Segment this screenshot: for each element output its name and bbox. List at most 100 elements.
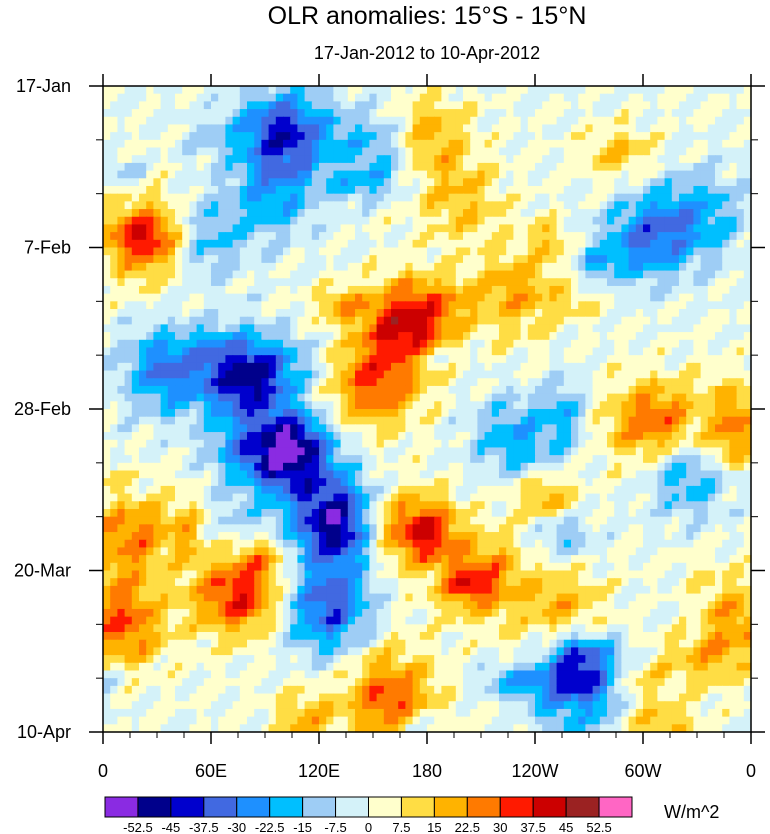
heatmap-cell <box>470 493 478 502</box>
heatmap-cell <box>650 332 658 341</box>
heatmap-cell <box>463 470 471 479</box>
heatmap-cell <box>340 185 349 195</box>
heatmap-cell <box>599 239 608 249</box>
heatmap-cell <box>635 347 644 356</box>
heatmap-cell <box>527 355 536 364</box>
heatmap-cell <box>124 86 133 95</box>
heatmap-cell <box>117 247 126 256</box>
heatmap-cell <box>110 316 118 325</box>
heatmap-cell <box>657 255 666 264</box>
heatmap-cell <box>506 309 514 318</box>
heatmap-cell <box>455 493 464 502</box>
heatmap-cell <box>391 232 399 241</box>
heatmap-cell <box>362 455 370 464</box>
heatmap-cell <box>311 424 320 433</box>
heatmap-cell <box>722 309 730 318</box>
heatmap-cell <box>427 255 435 264</box>
heatmap-cell <box>635 455 644 464</box>
heatmap-cell <box>585 101 594 110</box>
heatmap-cell <box>398 185 406 195</box>
heatmap-cell <box>347 409 356 418</box>
heatmap-cell <box>448 178 457 187</box>
heatmap-cell <box>311 216 320 226</box>
heatmap-cell <box>679 132 687 141</box>
heatmap-cell <box>549 401 558 410</box>
heatmap-cell <box>635 409 644 418</box>
heatmap-cell <box>707 201 716 210</box>
heatmap-cell <box>736 462 745 472</box>
heatmap-cell <box>247 332 255 341</box>
heatmap-cell <box>556 93 565 102</box>
heatmap-cell <box>153 347 162 356</box>
heatmap-cell <box>203 501 212 510</box>
heatmap-cell <box>355 347 363 356</box>
heatmap-cell <box>455 501 464 510</box>
heatmap-cell <box>484 470 493 479</box>
heatmap-cell <box>218 262 226 272</box>
heatmap-cell <box>455 362 464 372</box>
heatmap-cell <box>124 239 133 249</box>
heatmap-cell <box>362 270 370 279</box>
heatmap-cell <box>203 185 212 195</box>
heatmap-cell <box>693 155 702 164</box>
heatmap-cell <box>585 86 594 95</box>
heatmap-cell <box>700 109 709 118</box>
heatmap-cell <box>643 485 651 495</box>
heatmap-cell <box>319 332 327 341</box>
heatmap-cell <box>736 139 745 149</box>
heatmap-cell <box>196 109 205 118</box>
heatmap-cell <box>247 439 255 449</box>
heatmap-cell <box>131 478 140 487</box>
heatmap-cell <box>239 201 248 210</box>
heatmap-cell <box>239 86 248 95</box>
heatmap-cell <box>369 347 378 356</box>
heatmap-cell <box>311 501 320 510</box>
heatmap-cell <box>160 416 169 425</box>
heatmap-cell <box>556 262 565 272</box>
heatmap-cell <box>427 508 435 518</box>
heatmap-cell <box>153 439 162 449</box>
heatmap-cell <box>520 209 529 218</box>
heatmap-cell <box>621 439 630 449</box>
heatmap-cell <box>326 109 334 118</box>
heatmap-cell <box>686 255 694 264</box>
heatmap-cell <box>491 301 500 310</box>
heatmap-cell <box>448 101 457 110</box>
heatmap-cell <box>398 124 406 133</box>
heatmap-cell <box>319 132 327 141</box>
heatmap-cell <box>110 462 118 472</box>
heatmap-cell <box>405 416 414 425</box>
heatmap-cell <box>398 447 406 456</box>
heatmap-cell <box>693 493 702 502</box>
heatmap-cell <box>391 485 399 495</box>
heatmap-cell <box>232 216 241 226</box>
heatmap-cell <box>743 401 752 410</box>
heatmap-cell <box>304 439 313 449</box>
heatmap-cell <box>722 262 730 272</box>
heatmap-cell <box>160 101 169 110</box>
heatmap-cell <box>110 216 118 226</box>
heatmap-cell <box>614 247 622 256</box>
heatmap-cell <box>743 162 752 172</box>
heatmap-cell <box>527 462 536 472</box>
heatmap-cell <box>405 378 414 387</box>
heatmap-cell <box>700 193 709 202</box>
heatmap-cell <box>571 209 579 218</box>
heatmap-cell <box>743 247 752 256</box>
heatmap-cell <box>175 247 183 256</box>
heatmap-cell <box>391 409 399 418</box>
heatmap-cell <box>290 132 298 141</box>
heatmap-cell <box>707 416 716 425</box>
heatmap-cell <box>578 455 586 464</box>
heatmap-cell <box>275 185 284 195</box>
heatmap-cell <box>679 262 687 272</box>
heatmap-cell <box>283 285 291 295</box>
heatmap-cell <box>743 139 752 149</box>
heatmap-cell <box>556 401 565 410</box>
heatmap-cell <box>103 347 111 356</box>
heatmap-cell <box>369 139 378 149</box>
heatmap-cell <box>542 385 550 395</box>
heatmap-cell <box>679 301 687 310</box>
heatmap-cell <box>513 485 522 495</box>
heatmap-cell <box>643 301 651 310</box>
